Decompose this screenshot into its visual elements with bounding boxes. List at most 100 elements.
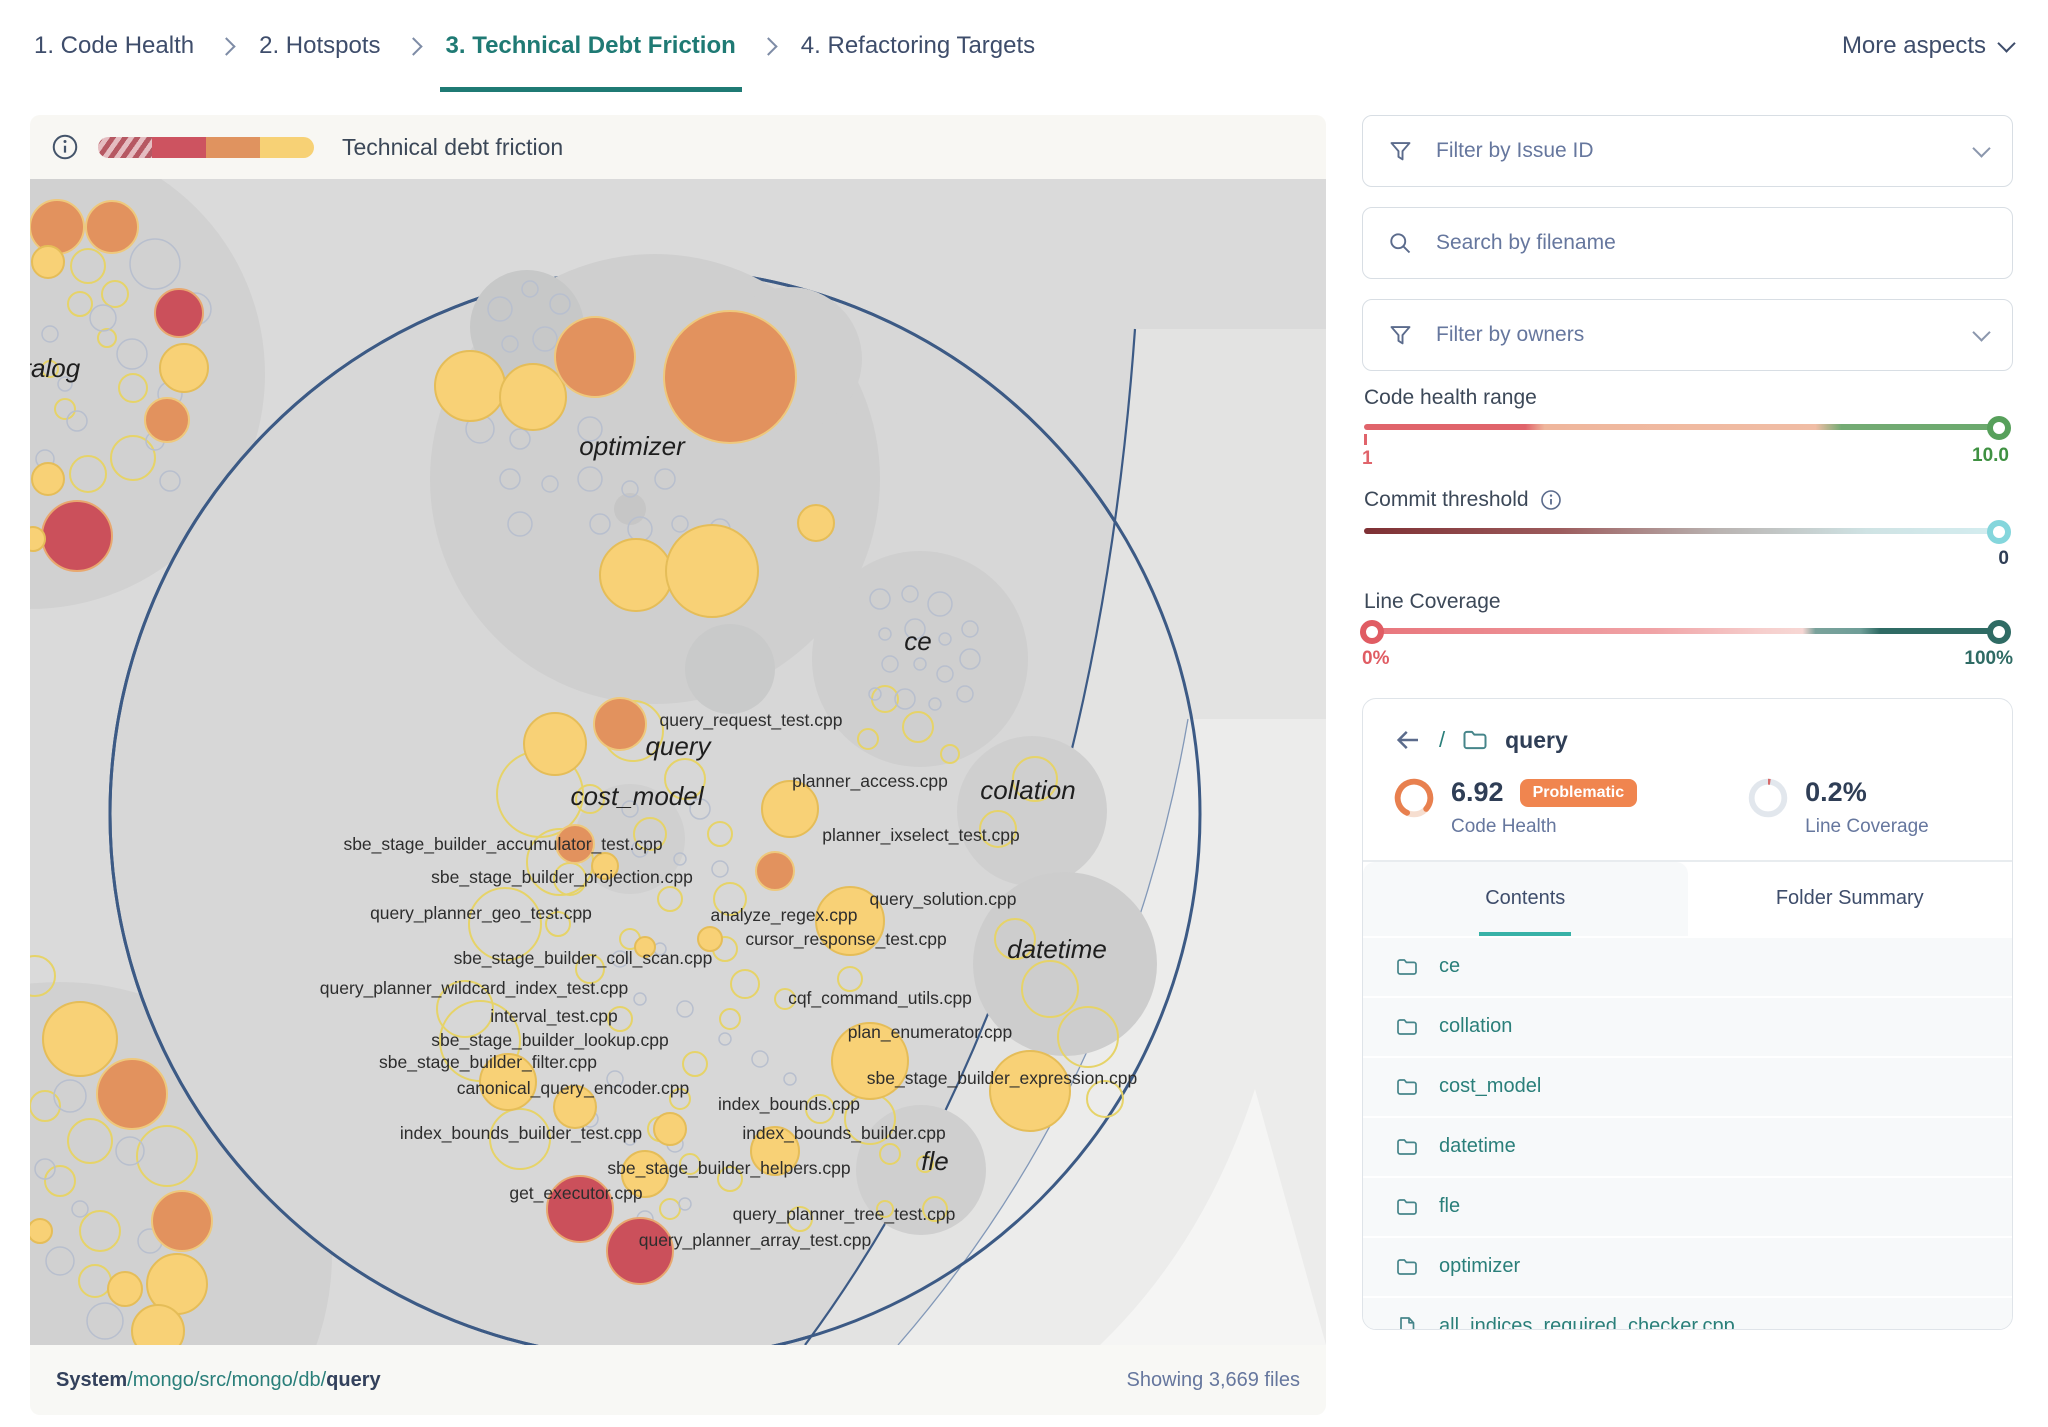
file-ring[interactable] [936,665,954,683]
file-ring[interactable] [34,1158,56,1180]
file-ring[interactable] [66,410,88,432]
file-ring[interactable] [549,293,571,315]
tab-hotspots[interactable]: 2. Hotspots [259,32,381,59]
file-ring[interactable] [881,655,899,673]
file-ring[interactable] [751,1050,769,1068]
file-bubble[interactable] [546,1175,614,1243]
file-ring[interactable] [589,513,611,535]
file-bubble[interactable] [30,1218,53,1244]
file-ring[interactable] [129,238,181,290]
file-bubble[interactable] [523,712,587,776]
file-ring[interactable] [606,1070,624,1088]
file-ring[interactable] [961,620,979,638]
list-item-cost_model[interactable]: cost_model [1363,1055,2012,1116]
file-ring[interactable] [1086,1080,1124,1118]
file-bubble[interactable] [831,1022,909,1100]
file-ring[interactable] [45,1246,75,1276]
file-ring[interactable] [938,632,952,646]
file-ring[interactable] [86,1302,124,1340]
line-coverage-slider[interactable] [1364,628,2009,634]
path-middle[interactable]: /mongo/src/mongo/db/ [127,1368,327,1391]
file-bubble[interactable] [815,886,885,956]
file-ring[interactable] [657,886,683,912]
file-ring[interactable] [30,1090,61,1122]
subfolder-cluster-circle[interactable] [973,872,1157,1056]
tab-technical-debt-friction[interactable]: 3. Technical Debt Friction [439,0,743,92]
file-ring[interactable] [89,304,117,332]
file-bubble[interactable] [653,1112,687,1146]
file-ring[interactable] [631,840,649,858]
file-ring[interactable] [545,911,571,937]
file-bubble[interactable] [85,200,139,254]
file-bubble[interactable] [96,1058,168,1130]
file-ring[interactable] [541,475,559,493]
file-ring[interactable] [678,1197,692,1211]
file-ring[interactable] [922,1196,948,1222]
file-ring[interactable] [507,511,533,537]
file-ring[interactable] [41,325,59,343]
file-ring[interactable] [673,852,687,866]
file-ring[interactable] [876,1200,894,1218]
list-item-datetime[interactable]: datetime [1363,1115,2012,1176]
file-ring[interactable] [633,992,647,1006]
file-bubble[interactable] [599,538,673,612]
file-ring[interactable] [101,280,129,308]
file-ring[interactable] [1057,1006,1119,1068]
file-bubble[interactable] [41,500,113,572]
file-bubble[interactable] [634,936,656,958]
file-bubble[interactable] [663,310,797,444]
file-ring[interactable] [904,618,926,640]
file-ring[interactable] [115,1136,145,1166]
file-bubble[interactable] [761,780,819,838]
file-ring[interactable] [633,817,667,851]
file-ring[interactable] [71,1200,89,1218]
file-bubble[interactable] [591,852,619,880]
file-ring[interactable] [787,1206,813,1232]
filename-search-input[interactable]: Search by filename [1362,207,2013,279]
line-coverage-max-handle[interactable] [1987,620,2011,644]
file-bubble[interactable] [30,526,46,552]
file-ring[interactable] [489,1108,551,1170]
file-ring[interactable] [521,280,539,298]
file-bubble[interactable] [159,343,209,393]
file-bubble[interactable] [554,316,636,398]
list-item-ce[interactable]: ce [1363,935,2012,996]
file-bubble[interactable] [144,397,190,443]
file-ring[interactable] [577,466,603,492]
file-bubble[interactable] [151,1190,213,1252]
file-bubble[interactable] [606,1217,674,1285]
file-ring[interactable] [159,470,181,492]
file-ring[interactable] [116,338,148,370]
list-item-collation[interactable]: collation [1363,995,2012,1056]
file-ring[interactable] [118,373,148,403]
line-coverage-min-handle[interactable] [1360,620,1384,644]
file-ring[interactable] [928,697,942,711]
file-bubble[interactable] [797,504,835,542]
file-ring[interactable] [501,335,519,353]
file-ring[interactable] [54,398,76,420]
tab-code-health[interactable]: 1. Code Health [34,32,195,59]
path-root[interactable]: System [56,1368,128,1391]
file-ring[interactable] [70,248,106,284]
file-ring[interactable] [927,591,953,617]
file-ring[interactable] [857,728,879,750]
file-bubble[interactable] [42,1001,118,1077]
file-ring[interactable] [894,688,916,710]
file-ring[interactable] [53,1079,87,1113]
file-ring[interactable] [621,800,639,818]
file-ring[interactable] [707,821,733,847]
code-health-range-slider[interactable] [1364,424,2009,430]
file-ring[interactable] [69,455,107,493]
file-ring[interactable] [575,954,605,984]
file-ring[interactable] [621,480,639,498]
file-ring[interactable] [689,798,711,820]
file-bubble[interactable] [154,288,204,338]
file-bubble[interactable] [989,1050,1071,1132]
subfolder-cluster-circle[interactable] [957,736,1107,886]
file-ring[interactable] [979,810,1017,848]
commit-threshold-handle[interactable] [1987,520,2011,544]
list-item-all_indices_required_checker.cpp[interactable]: all_indices_required_checker.cpp [1363,1295,2012,1329]
back-arrow-icon[interactable] [1393,725,1423,755]
file-bubble[interactable] [30,199,85,255]
file-ring[interactable] [30,955,56,997]
